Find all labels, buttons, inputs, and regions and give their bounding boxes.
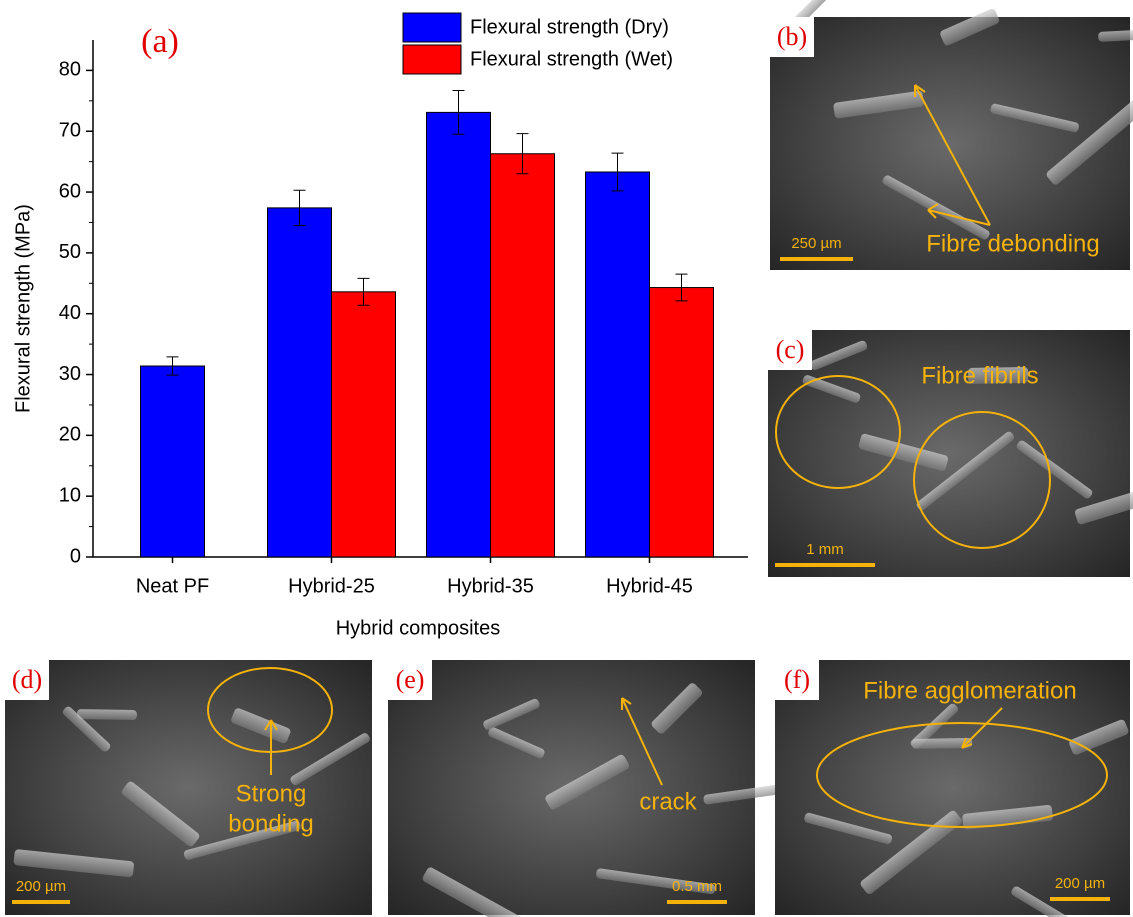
panel-label: (d) — [12, 665, 42, 694]
annotation: Fibre fibrils — [921, 362, 1038, 389]
y-tick-label: 80 — [59, 59, 81, 81]
legend-label: Flexural strength (Dry) — [470, 16, 669, 38]
scale-bar — [12, 900, 70, 904]
scale-label: 200 µm — [16, 878, 66, 895]
annotation: Strong — [236, 780, 307, 807]
x-tick-label: Neat PF — [136, 575, 209, 597]
fibre — [77, 709, 137, 720]
annotation: Fibre agglomeration — [863, 677, 1076, 704]
panel-label: (a) — [141, 23, 179, 60]
scale-bar — [667, 900, 727, 904]
y-tick-label: 50 — [59, 241, 81, 263]
x-tick-label: Hybrid-25 — [288, 575, 375, 597]
panel-label: (c) — [776, 335, 805, 364]
sem-background — [5, 660, 372, 915]
bar — [427, 112, 491, 557]
x-tick-label: Hybrid-45 — [606, 575, 693, 597]
panel-label: (b) — [777, 22, 807, 51]
y-tick-label: 0 — [70, 545, 81, 567]
scale-bar — [775, 563, 875, 567]
x-tick-label: Hybrid-35 — [447, 575, 534, 597]
figure: 0 10 20 30 40 50 60 70 80 Flexural strength (MPa)… — [0, 0, 1133, 917]
scale-label: 1 mm — [806, 541, 844, 558]
annotation: Fibre debonding — [926, 230, 1099, 257]
sem-image: (d) Strong bonding 200 µm — [5, 660, 372, 915]
panel-label: (e) — [396, 665, 425, 694]
sem-image: (f) Fibre agglomeration 200 µm — [775, 660, 1130, 917]
panel-label: (f) — [784, 665, 810, 694]
y-tick-label: 20 — [59, 424, 81, 446]
y-axis-label: Flexural strength (MPa) — [12, 204, 34, 413]
y-tick-label: 70 — [59, 120, 81, 142]
sem-image: (e) crack 0.5 mm — [388, 660, 794, 917]
scale-label: 250 µm — [791, 235, 841, 252]
y-tick-label: 60 — [59, 180, 81, 202]
legend-swatch — [403, 13, 461, 42]
x-axis-label: Hybrid composites — [336, 617, 501, 639]
legend-label: Flexural strength (Wet) — [470, 48, 673, 70]
legend-swatch — [403, 45, 461, 74]
bar — [332, 292, 396, 557]
bar — [586, 172, 650, 557]
bar — [491, 154, 555, 557]
y-tick-label: 40 — [59, 302, 81, 324]
bar — [141, 366, 205, 557]
scale-label: 0.5 mm — [672, 878, 722, 895]
bar — [268, 208, 332, 557]
annotation: crack — [639, 788, 697, 815]
y-tick-label: 30 — [59, 363, 81, 385]
annotation: bonding — [228, 810, 313, 837]
scale-bar — [1050, 897, 1110, 901]
y-tick-label: 10 — [59, 484, 81, 506]
scale-bar — [780, 257, 853, 261]
sem-image: (b) Fibre debonding 250 µm — [770, 0, 1133, 270]
scale-label: 200 µm — [1055, 875, 1105, 892]
bar — [650, 288, 714, 557]
